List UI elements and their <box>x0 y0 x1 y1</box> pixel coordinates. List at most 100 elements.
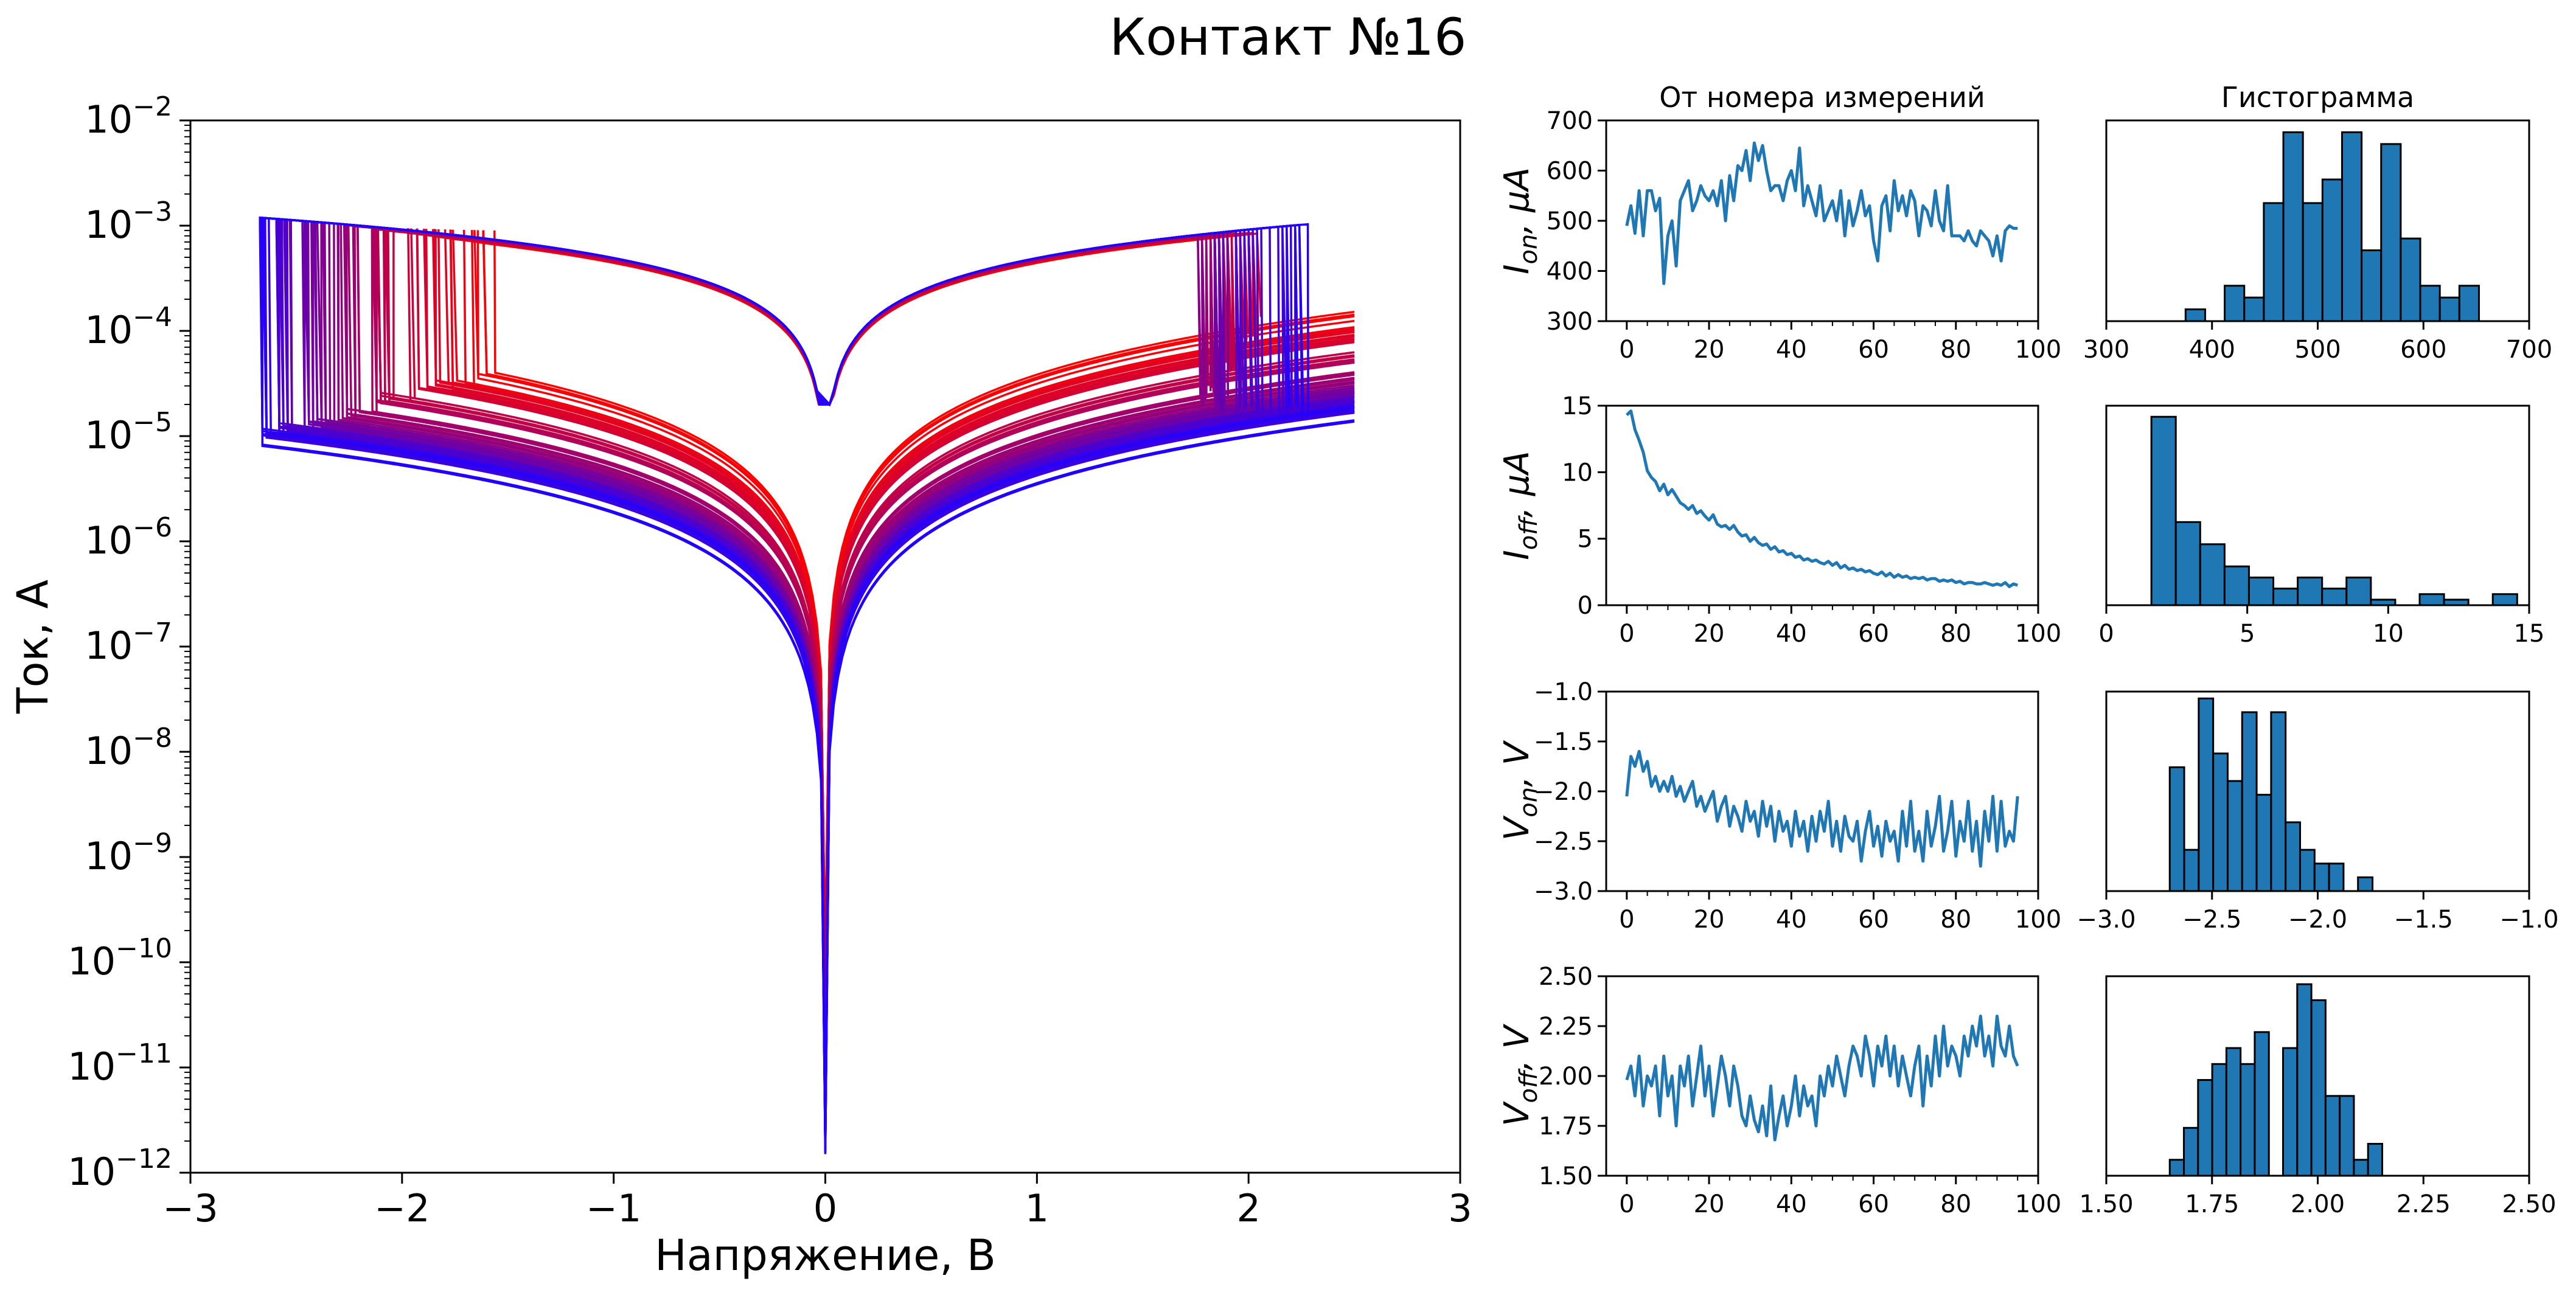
voff_hist-bar <box>2197 1079 2213 1177</box>
ioff_hist-bar <box>2321 588 2348 606</box>
ion_hist-bar <box>2282 131 2304 322</box>
ion_hist-x-tick-label: 300 <box>2083 336 2129 364</box>
ion_hist-bar <box>2243 296 2265 322</box>
von_hist-bar <box>2241 711 2258 892</box>
ioff_vs_n-x-tick-label: 80 <box>1940 620 1971 648</box>
y-label-sub: off <box>1515 515 1543 550</box>
iv-chart: −3 −2 −1 0 1 2 310−1210−1110−1010−910−810−710−… <box>8 91 1472 1280</box>
iv-y-tick-base: 10 <box>85 203 133 247</box>
von_hist-x-tick-label: −1.5 <box>2394 906 2453 934</box>
von_hist-x-tick-label: −2.0 <box>2288 906 2347 934</box>
von_vs_n-x-tick-label: 60 <box>1858 906 1889 934</box>
voff_vs_n-y-tick-label: 2.00 <box>1539 1063 1593 1091</box>
von_hist-bar <box>2285 821 2301 892</box>
voff_hist-bar <box>2168 1159 2185 1177</box>
ion_vs_n-x-tick-label: 60 <box>1858 336 1889 364</box>
ioff_vs_n-frame <box>1605 404 2039 606</box>
iv-y-tick-base: 10 <box>68 939 116 984</box>
ioff_hist-bar <box>2174 521 2201 606</box>
ion_vs_n-y-tick-label: 400 <box>1547 258 1593 286</box>
iv-y-tick-base: 10 <box>85 834 133 878</box>
voff_hist-x-tick-label: 1.75 <box>2185 1190 2239 1218</box>
ion_vs_n-x-tick-label: 20 <box>1694 336 1725 364</box>
ioff_vs_n-y-label: Ioff, μA <box>1497 451 1543 560</box>
ion_hist-x-tick-label: 400 <box>2189 336 2235 364</box>
voff_hist-bar <box>2324 1095 2341 1177</box>
ioff_vs_n-y-tick-label: 10 <box>1562 459 1593 487</box>
von_vs_n-y-tick-label: −1.0 <box>1534 678 1593 706</box>
ion_hist-bar <box>2361 249 2383 322</box>
ioff_hist-x-tick-label: 15 <box>2514 620 2545 648</box>
ioff_vs_n-x-tick-label: 20 <box>1694 620 1725 648</box>
ioff_vs_n-y-tick-label: 0 <box>1578 592 1593 620</box>
iv-x-label: Напряжение, В <box>655 1230 996 1280</box>
ioff_hist-x-tick-label: 0 <box>2098 620 2114 648</box>
voff_vs_n-x-tick-label: 100 <box>2015 1190 2061 1218</box>
voff_hist-bar <box>2183 1126 2199 1177</box>
von_hist-bar <box>2357 876 2374 892</box>
ion_vs_n-y-tick-label: 600 <box>1547 158 1593 186</box>
ioff_hist-x-tick-label: 10 <box>2373 620 2404 648</box>
von_vs_n-y-label: Von, V <box>1497 740 1543 841</box>
von_vs_n-x-tick-label: 20 <box>1694 906 1725 934</box>
ioff_vs_n-y-tick-label: 15 <box>1562 392 1593 420</box>
iv-x-tick-label: 1 <box>1025 1186 1049 1230</box>
ioff_hist-bar <box>2223 565 2250 606</box>
panel-voff_vs_n: 0 20 40 60 80 100 1.50 1.75 2.00 2.25 2.50 Voff, V <box>1497 963 2061 1218</box>
voff_vs_n-y-tick-label: 1.50 <box>1539 1162 1593 1190</box>
iv-y-tick-base: 10 <box>85 308 133 352</box>
ioff_hist-bar <box>2418 593 2445 606</box>
von_hist-bar <box>2270 711 2287 892</box>
ion_vs_n-x-tick-label: 100 <box>2015 336 2061 364</box>
y-label-main: V <box>1497 1101 1537 1126</box>
von_vs_n-x-tick-label: 40 <box>1776 906 1807 934</box>
iv-x-tick-label: −2 <box>374 1186 430 1230</box>
voff_vs_n-x-tick-label: 20 <box>1694 1190 1725 1218</box>
y-label-main: V <box>1497 815 1537 841</box>
von_vs_n-y-tick-label: −3.0 <box>1534 878 1593 906</box>
ion_hist-bar <box>2302 202 2324 322</box>
ioff_hist-bar <box>2297 576 2324 606</box>
iv-curve <box>386 227 1355 1016</box>
voff_hist-bar <box>2339 1095 2355 1177</box>
von_vs_n-x-tick-label: 0 <box>1619 906 1634 934</box>
iv-curve <box>384 227 1355 1018</box>
iv-y-tick-exp: −12 <box>116 1144 172 1175</box>
voff_hist-bar <box>2225 1047 2242 1177</box>
voff_vs_n-x-tick-label: 80 <box>1940 1190 1971 1218</box>
von_hist-bar <box>2198 697 2215 892</box>
voff_vs_n-x-tick-label: 40 <box>1776 1190 1807 1218</box>
iv-x-tick-label: −3 <box>162 1186 218 1230</box>
iv-y-tick-label: 10−3 <box>85 196 172 247</box>
iv-y-tick-label: 10−2 <box>85 91 172 142</box>
ion_vs_n-x-tick-label: 40 <box>1776 336 1807 364</box>
voff_hist-x-tick-label: 2.25 <box>2397 1190 2451 1218</box>
figure-title: Контакт №16 <box>1110 7 1467 67</box>
von_vs_n-x-tick-label: 80 <box>1940 906 1971 934</box>
ion_vs_n-y-tick-label: 300 <box>1547 308 1593 336</box>
iv-curve <box>260 217 1355 1154</box>
iv-y-tick-label: 10−6 <box>85 512 172 563</box>
von_hist-bar <box>2299 849 2316 892</box>
y-label-unit: , μA <box>1497 167 1537 234</box>
panel-von_hist: −3.0 −2.5 −2.0 −1.5 −1.0 <box>2076 690 2559 934</box>
iv-y-tick-exp: −3 <box>133 196 172 227</box>
iv-curves <box>259 217 1355 1154</box>
ion_hist-bar <box>2438 296 2460 322</box>
voff_hist-bar <box>2367 1143 2383 1177</box>
ion_hist-bar <box>2321 178 2343 322</box>
panel-ion_hist: 300 400 500 600 700 Гистограмма <box>2083 81 2552 364</box>
voff_hist-bar <box>2254 1031 2270 1177</box>
ion_hist-bar <box>2419 285 2441 322</box>
panel-ioff_vs_n: 0 20 40 60 80 100 0 5 10 15 Ioff, μA <box>1497 392 2061 648</box>
ioff_hist-bar <box>2247 576 2275 606</box>
iv-y-tick-label: 10−4 <box>85 302 172 352</box>
y-label-sub: on <box>1515 787 1543 817</box>
ioff_hist-bar <box>2345 576 2372 606</box>
iv-y-tick-exp: −8 <box>133 723 172 754</box>
ion_hist-bar <box>2341 131 2363 322</box>
iv-y-tick-label: 10−9 <box>85 828 172 878</box>
iv-y-tick-base: 10 <box>68 1150 116 1194</box>
voff_hist-bar <box>2296 983 2313 1177</box>
ioff_vs_n-x-tick-label: 60 <box>1858 620 1889 648</box>
